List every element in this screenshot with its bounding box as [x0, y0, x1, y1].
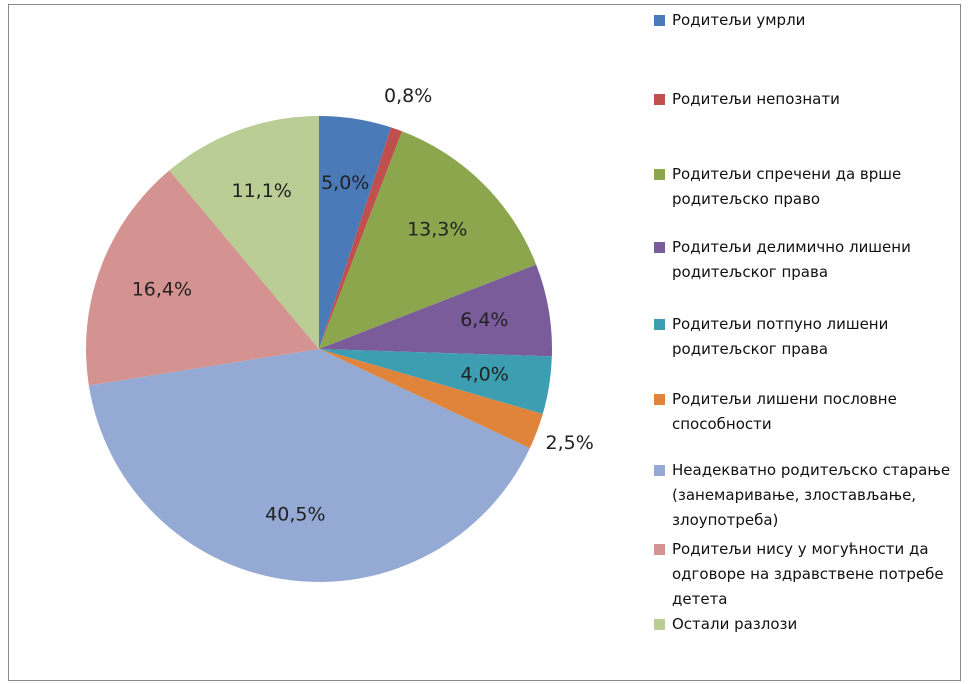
legend-entry: Неадекватно родитељско старање (занемари… — [652, 458, 969, 533]
data-label: 2,5% — [546, 432, 594, 454]
data-label: 6,4% — [460, 309, 508, 331]
pie-slice — [319, 127, 403, 349]
legend-entry: Родитељи делимично лишени родитељског пр… — [652, 235, 969, 285]
legend-label: Остали разлози — [672, 615, 798, 633]
legend-swatch — [654, 619, 665, 630]
legend-label: Родитељи умрли — [672, 11, 806, 29]
data-label: 4,0% — [461, 364, 509, 386]
pie-slice — [319, 131, 537, 349]
legend-entry: Родитељи спречени да врше родитељско пра… — [652, 162, 969, 212]
legend-swatch — [654, 394, 665, 405]
legend-entry: Родитељи умрли — [652, 8, 969, 33]
legend-label: Родитељи делимично лишени родитељског пр… — [672, 238, 911, 281]
legend-label: Родитељи нису у могућности да одговоре н… — [672, 540, 944, 608]
legend-swatch — [654, 15, 665, 26]
pie-slice — [319, 264, 552, 357]
legend-swatch — [654, 169, 665, 180]
legend-entry: Родитељи непознати — [652, 87, 969, 112]
legend-swatch — [654, 94, 665, 105]
pie-slice — [319, 349, 552, 415]
legend-entry: Остали разлози — [652, 612, 969, 637]
pie-slice — [319, 349, 543, 449]
legend-label: Родитељи потпуно лишени родитељског прав… — [672, 315, 889, 358]
legend-swatch — [654, 242, 665, 253]
legend-label: Родитељи непознати — [672, 90, 840, 108]
legend-entry: Родитељи потпуно лишени родитељског прав… — [652, 312, 969, 362]
data-label: 16,4% — [132, 279, 192, 301]
legend-label: Родитељи лишени пословне способности — [672, 390, 897, 433]
data-label: 0,8% — [384, 85, 432, 107]
pie-slice — [88, 349, 530, 583]
pie-slice — [169, 116, 319, 349]
data-label: 40,5% — [265, 504, 325, 526]
data-label: 5,0% — [321, 172, 369, 194]
legend-entry: Родитељи нису у могућности да одговоре н… — [652, 537, 969, 612]
data-label: 11,1% — [231, 180, 291, 202]
data-label: 13,3% — [407, 219, 467, 241]
pie-slice — [319, 116, 392, 349]
legend-label: Неадекватно родитељско старање (занемари… — [672, 461, 951, 529]
legend-swatch — [654, 544, 665, 555]
legend-swatch — [654, 319, 665, 330]
pie-slice — [85, 170, 319, 386]
legend-label: Родитељи спречени да врше родитељско пра… — [672, 165, 902, 208]
legend-swatch — [654, 465, 665, 476]
legend-entry: Родитељи лишени пословне способности — [652, 387, 969, 437]
